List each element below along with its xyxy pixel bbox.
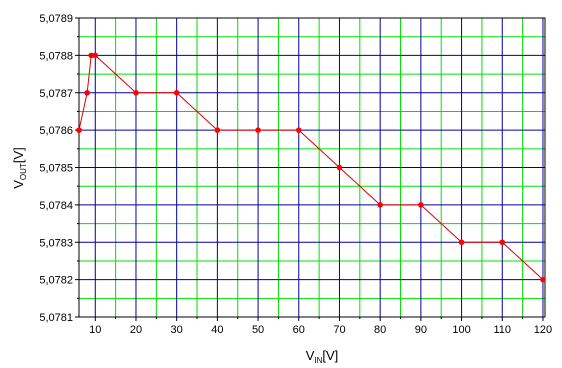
x-tick-label: 20 — [130, 324, 142, 336]
series-points — [76, 52, 546, 283]
data-point — [255, 127, 261, 133]
data-point — [214, 127, 221, 133]
data-point — [92, 52, 99, 59]
x-tick-label: 80 — [374, 324, 386, 336]
major-grid — [79, 17, 545, 318]
data-point — [458, 239, 465, 246]
x-tick-label: 30 — [171, 324, 183, 336]
x-tick-label: 70 — [333, 324, 345, 336]
x-tick-label: 90 — [415, 324, 427, 336]
y-tick-label: 5,0786 — [39, 125, 73, 137]
x-tick-label: 110 — [493, 324, 511, 336]
y-tick-label: 5,0782 — [39, 275, 73, 287]
y-tick-label: 5,0787 — [39, 88, 73, 100]
data-point — [377, 202, 383, 208]
data-point — [540, 276, 546, 283]
minor-grid — [79, 18, 545, 317]
data-point — [173, 89, 180, 96]
y-tick-label: 5,0784 — [39, 200, 73, 212]
x-axis-title: VIN[V] — [306, 348, 339, 365]
x-tick-label: 10 — [89, 324, 101, 336]
x-tick-labels: 10 20 30 40 50 60 70 80 90 100 110 120 — [89, 324, 552, 336]
x-tick-label: 100 — [452, 324, 470, 336]
x-tick-label: 40 — [211, 324, 223, 336]
x-tick-label: 50 — [252, 324, 264, 336]
data-point — [418, 202, 424, 208]
y-axis-title: VOUT[V] — [11, 147, 28, 188]
data-point — [295, 127, 302, 133]
y-tick-labels: 5,0781 5,0782 5,0783 5,0784 5,0785 5,0786 5,07… — [39, 13, 73, 324]
data-point — [84, 89, 90, 96]
axis-ticks — [75, 17, 544, 321]
data-point — [133, 89, 139, 96]
x-tick-label: 120 — [534, 324, 552, 336]
data-point — [336, 164, 343, 171]
data-point — [76, 127, 82, 133]
data-point — [88, 52, 95, 59]
y-tick-label: 5,0785 — [39, 163, 73, 175]
x-tick-label: 60 — [293, 324, 305, 336]
y-tick-label: 5,0781 — [39, 312, 73, 324]
data-point — [499, 239, 506, 246]
y-tick-label: 5,0789 — [39, 13, 73, 25]
y-tick-label: 5,0788 — [39, 50, 73, 62]
y-tick-label: 5,0783 — [39, 237, 73, 249]
